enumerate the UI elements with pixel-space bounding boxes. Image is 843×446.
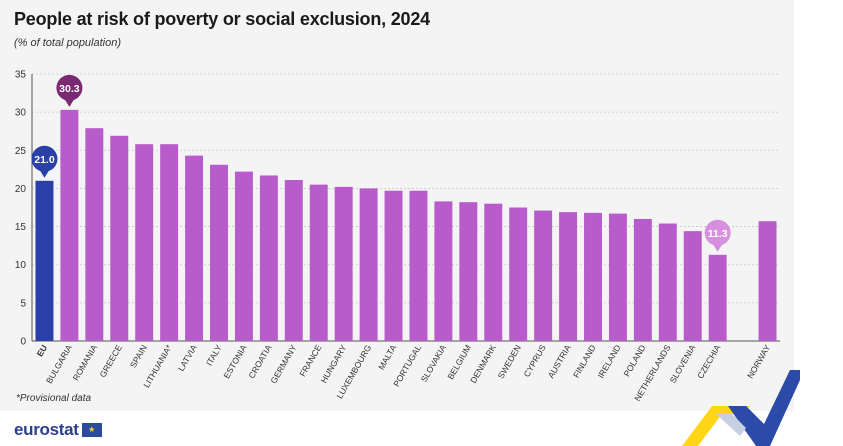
- decorative-chevrons-icon: [682, 370, 800, 446]
- x-tick-label: LATVIA: [176, 343, 199, 373]
- x-tick-label: DENMARK: [468, 343, 498, 385]
- bar-belgium: [459, 202, 478, 341]
- x-tick-label: FRANCE: [297, 343, 323, 379]
- footnote: *Provisional data: [16, 393, 92, 404]
- x-tick-label: CYPRUS: [521, 343, 548, 379]
- x-tick-label: POLAND: [621, 343, 647, 378]
- y-tick-label: 0: [20, 337, 26, 348]
- bar-poland: [633, 218, 652, 341]
- bar-italy: [210, 164, 228, 341]
- y-tick-label: 15: [15, 222, 27, 233]
- chart-subtitle: (% of total population): [14, 37, 122, 49]
- bar-luxembourg: [359, 188, 378, 341]
- data-label: 21.0: [34, 154, 55, 166]
- marker-pointer: [712, 243, 723, 252]
- y-tick-label: 25: [15, 146, 27, 157]
- bar-estonia: [234, 171, 253, 341]
- bar-malta: [384, 190, 403, 341]
- bar-germany: [284, 180, 303, 341]
- logo-text: eurostat: [14, 420, 79, 439]
- bar-finland: [584, 212, 602, 341]
- eurostat-logo: eurostat ★: [14, 420, 102, 440]
- bar-romania: [85, 128, 104, 341]
- eu-flag-icon: ★: [81, 423, 102, 437]
- value-marker: [31, 145, 58, 172]
- bar-sweden: [509, 207, 528, 341]
- x-tick-label: ROMANIA: [71, 343, 100, 383]
- x-tick-label: SPAIN: [128, 343, 149, 370]
- marker-pointer: [39, 169, 50, 178]
- value-marker: [56, 74, 83, 101]
- x-tick-label: GREECE: [97, 343, 124, 379]
- value-marker: [704, 219, 731, 246]
- bar-norway: [758, 221, 777, 341]
- bar-lithuania: [160, 144, 179, 341]
- y-tick-label: 35: [15, 70, 27, 81]
- y-tick-label: 30: [15, 108, 27, 119]
- bar-netherlands: [658, 223, 677, 341]
- x-tick-label: IRELAND: [596, 343, 623, 380]
- bar-chart: 05101520253035EU21.0BULGARIA30.3ROMANIAG…: [15, 70, 780, 403]
- bar-ireland: [608, 213, 627, 341]
- y-tick-label: 5: [20, 298, 26, 309]
- bar-austria: [559, 212, 578, 341]
- chart-title: People at risk of poverty or social excl…: [14, 9, 430, 29]
- x-tick-label: BELGIUM: [445, 343, 473, 381]
- x-tick-label: FINLAND: [571, 343, 598, 380]
- bar-slovakia: [434, 201, 453, 341]
- x-tick-label: MALTA: [376, 343, 398, 372]
- x-tick-label: SLOVAKIA: [419, 343, 449, 384]
- x-tick-label: CROATIA: [246, 343, 273, 380]
- bar-cyprus: [534, 210, 553, 341]
- bar-eu: [35, 180, 54, 341]
- bar-portugal: [409, 190, 428, 341]
- x-tick-label: EU: [35, 343, 50, 358]
- bar-hungary: [334, 186, 353, 341]
- y-tick-label: 10: [15, 260, 27, 271]
- bar-spain: [135, 144, 154, 341]
- bar-france: [309, 184, 328, 341]
- bar-croatia: [259, 175, 278, 341]
- bar-czechia: [708, 254, 727, 341]
- x-tick-label: ESTONIA: [221, 343, 248, 380]
- bar-latvia: [185, 155, 204, 341]
- bar-bulgaria: [60, 109, 79, 342]
- bar-slovenia: [683, 231, 702, 341]
- x-tick-label: SWEDEN: [496, 343, 523, 380]
- x-tick-label: AUSTRIA: [546, 343, 573, 380]
- data-label: 11.3: [708, 228, 728, 240]
- x-tick-label: ITALY: [204, 343, 224, 368]
- y-tick-label: 20: [15, 184, 27, 195]
- bar-greece: [110, 135, 129, 341]
- marker-pointer: [64, 98, 75, 107]
- bar-denmark: [484, 203, 503, 341]
- data-label: 30.3: [59, 83, 80, 95]
